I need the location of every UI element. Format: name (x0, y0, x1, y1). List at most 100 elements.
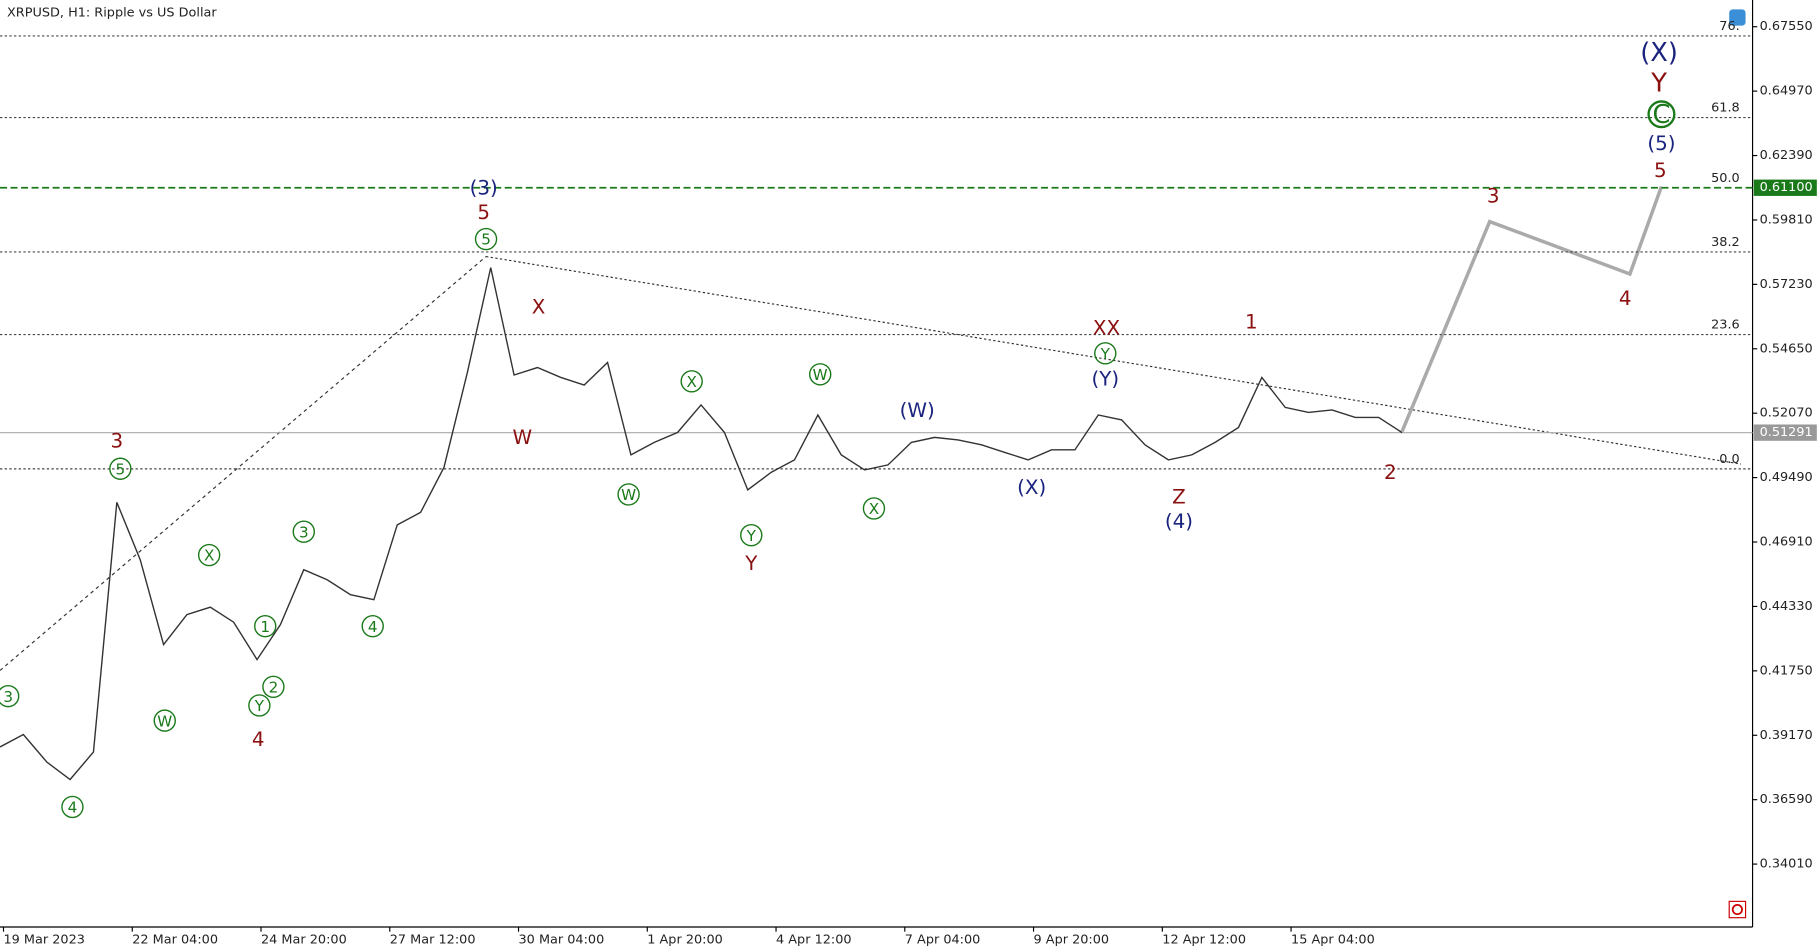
wave-label: 3 (111, 429, 124, 452)
wave-circle (680, 370, 703, 393)
icon[interactable] (1729, 9, 1746, 26)
y-tick-label: 0.39170 (1760, 728, 1813, 743)
fib-label: 23.6 (1711, 318, 1740, 333)
wave-label: (4) (1165, 510, 1193, 533)
wave-label: X (532, 295, 546, 318)
x-tick-label: 30 Mar 04:00 (519, 932, 605, 947)
x-tick-label: 15 Apr 04:00 (1291, 932, 1375, 947)
wave-label: 4 (68, 799, 78, 817)
wave-label: (X) (1017, 476, 1046, 499)
fib-label: 0.0 (1719, 452, 1739, 467)
wave-label: C (1652, 100, 1670, 130)
wave-label: W (157, 712, 172, 730)
y-tick-label: 0.49490 (1760, 470, 1813, 485)
fib-label: 38.2 (1711, 235, 1740, 250)
wave-circle (0, 684, 20, 708)
wave-label: Z (1172, 485, 1186, 508)
wave-label: X (204, 547, 214, 565)
x-tick-label: 7 Apr 04:00 (905, 932, 981, 947)
wave-label: 3 (3, 688, 13, 706)
x-tick-label: 24 Mar 20:00 (261, 932, 347, 947)
wave-label: XX (1093, 316, 1120, 339)
wave-circle (740, 524, 763, 547)
wave-circle (617, 483, 640, 506)
chart-title: XRPUSD, H1: Ripple vs US Dollar (7, 5, 217, 20)
wave-circle (109, 457, 132, 480)
wave-label: 5 (1654, 159, 1667, 182)
y-tick-label: 0.54650 (1760, 341, 1813, 356)
y-tick-label: 0.67550 (1760, 19, 1813, 34)
wave-circle (808, 363, 832, 386)
wave-label: (X) (1640, 38, 1678, 68)
x-tick-label: 4 Apr 12:00 (776, 932, 852, 947)
wave-label: (5) (1647, 132, 1675, 155)
wave-label: 1 (1245, 311, 1258, 334)
fib-label: 50.0 (1711, 171, 1740, 186)
wave-circle (61, 795, 84, 819)
wave-label: 5 (116, 460, 126, 478)
wave-label: Y (746, 527, 757, 545)
wave-circle (862, 497, 886, 520)
wave-circle (153, 709, 176, 732)
wave-label: (Y) (1091, 368, 1119, 391)
wave-label: 3 (1487, 185, 1500, 208)
wave-circle (474, 227, 498, 251)
wave-label: Y (744, 552, 758, 575)
wave-circle (248, 694, 271, 717)
x-tick-label: 9 Apr 20:00 (1034, 932, 1110, 947)
y-tick-label: 0.41750 (1760, 663, 1813, 678)
wave-label: 3 (299, 523, 309, 541)
wave-label: W (512, 426, 532, 449)
x-tick-label: 19 Mar 2023 (4, 932, 85, 947)
wave-circle (361, 614, 384, 638)
fib-label: 76. (1719, 19, 1739, 34)
y-tick-label: 0.57230 (1760, 277, 1813, 292)
target-price-label: 0.61100 (1760, 180, 1813, 195)
trendline (0, 256, 487, 671)
wave-label: 5 (477, 201, 490, 224)
wave-label: 1 (260, 618, 270, 636)
wave-label: 4 (1619, 287, 1632, 310)
wave-label: 4 (252, 728, 265, 751)
icon (1731, 903, 1743, 916)
wave-circle (292, 520, 315, 543)
wave-label: 5 (481, 231, 491, 249)
current-price-label: 0.51291 (1760, 425, 1813, 440)
wave-label: 4 (368, 618, 378, 636)
x-tick-label: 27 Mar 12:00 (390, 932, 476, 947)
price-line (0, 267, 1403, 781)
wave-label: Y (254, 697, 265, 715)
y-tick-label: 0.64970 (1760, 84, 1813, 99)
wave-label: (W) (900, 399, 935, 422)
y-tick-label: 0.59810 (1760, 212, 1813, 227)
price-label-bg (1753, 179, 1817, 196)
wave-label: 2 (269, 678, 279, 696)
x-tick-label: 1 Apr 20:00 (647, 932, 723, 947)
x-tick-label: 12 Apr 12:00 (1162, 932, 1246, 947)
x-tick-label: 22 Mar 04:00 (132, 932, 218, 947)
wave-circle (1094, 342, 1117, 365)
y-tick-label: 0.36590 (1760, 792, 1813, 807)
wave-circle (262, 675, 285, 698)
wave-label: X (869, 500, 879, 518)
projection-path (1400, 185, 1664, 433)
fib-label: 61.8 (1711, 101, 1740, 116)
wave-label: W (813, 366, 828, 384)
y-tick-label: 0.44330 (1760, 599, 1813, 614)
y-tick-label: 0.46910 (1760, 535, 1813, 550)
wave-circle (1647, 100, 1676, 129)
wave-label: X (686, 373, 696, 391)
y-tick-label: 0.34010 (1760, 857, 1813, 872)
wave-label: 2 (1384, 461, 1397, 484)
y-tick-label: 0.62390 (1760, 148, 1813, 163)
wave-label: (3) (470, 176, 498, 199)
price-label-bg (1753, 424, 1817, 441)
wave-label: Y (1100, 345, 1111, 363)
wave-circle (197, 543, 221, 567)
wave-label: Y (1650, 68, 1667, 98)
icon[interactable] (1728, 900, 1747, 919)
wave-label: W (621, 486, 636, 504)
